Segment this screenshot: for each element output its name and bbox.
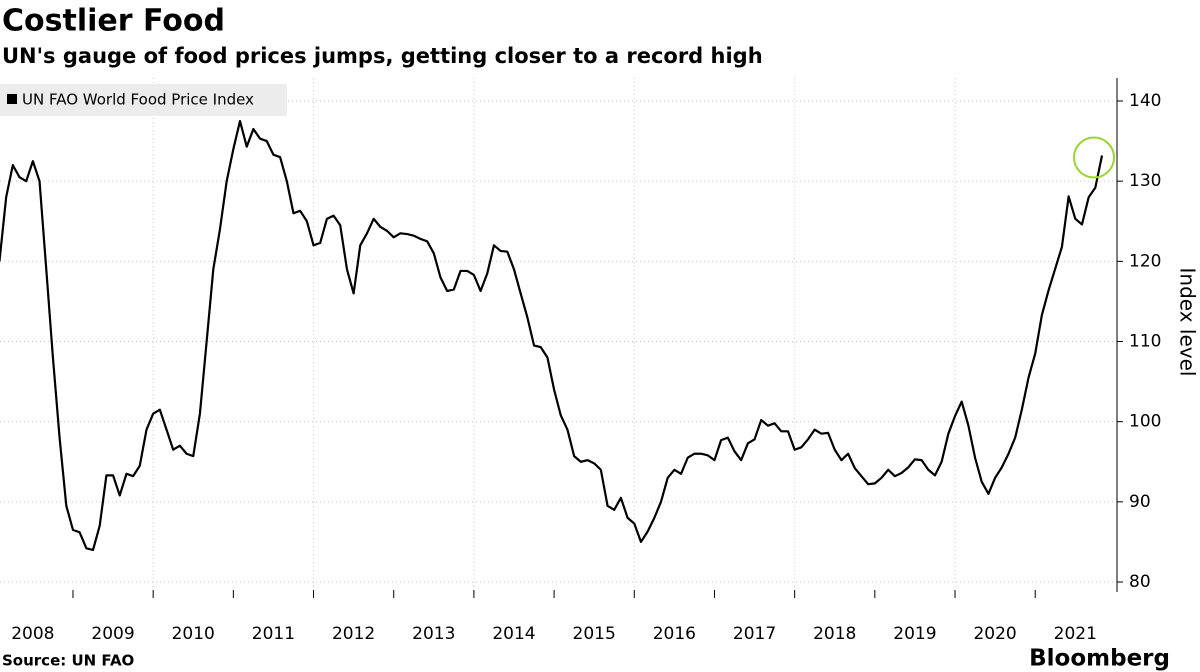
x-tick-label: 2009 [91,624,134,644]
chart-title: Costlier Food [2,4,225,39]
x-tick-label: 2010 [172,624,215,644]
x-tick-label: 2021 [1054,624,1097,644]
legend-label: UN FAO World Food Price Index [22,91,254,109]
x-tick-label: 2019 [893,624,936,644]
x-tick-label: 2011 [252,624,295,644]
x-tick-label: 2015 [573,624,616,644]
y-tick-label: 140 [1129,91,1161,111]
legend-box [0,84,287,116]
x-tick-label: 2020 [973,624,1016,644]
legend-swatch [7,94,17,104]
y-tick-label: 100 [1129,412,1161,432]
x-tick-label: 2012 [332,624,375,644]
series-line [0,119,1104,552]
x-tick-label: 2013 [412,624,455,644]
y-tick-label: 120 [1129,251,1161,271]
y-axis-label: Index level [1176,268,1200,377]
source: Source: UN FAO [2,652,134,670]
x-tick-label: 2016 [653,624,696,644]
brand: Bloomberg [1029,646,1170,672]
x-tick-label: 2017 [733,624,776,644]
x-tick-label: 2008 [11,624,54,644]
x-tick-label: 2014 [492,624,535,644]
y-tick-label: 90 [1129,492,1151,512]
y-tick-label: 80 [1129,572,1151,592]
highlight-circle [1073,136,1116,179]
chart-subtitle: UN's gauge of food prices jumps, getting… [2,44,763,68]
y-tick-label: 110 [1129,332,1161,352]
y-tick-label: 130 [1129,171,1161,191]
x-tick-label: 2018 [813,624,856,644]
